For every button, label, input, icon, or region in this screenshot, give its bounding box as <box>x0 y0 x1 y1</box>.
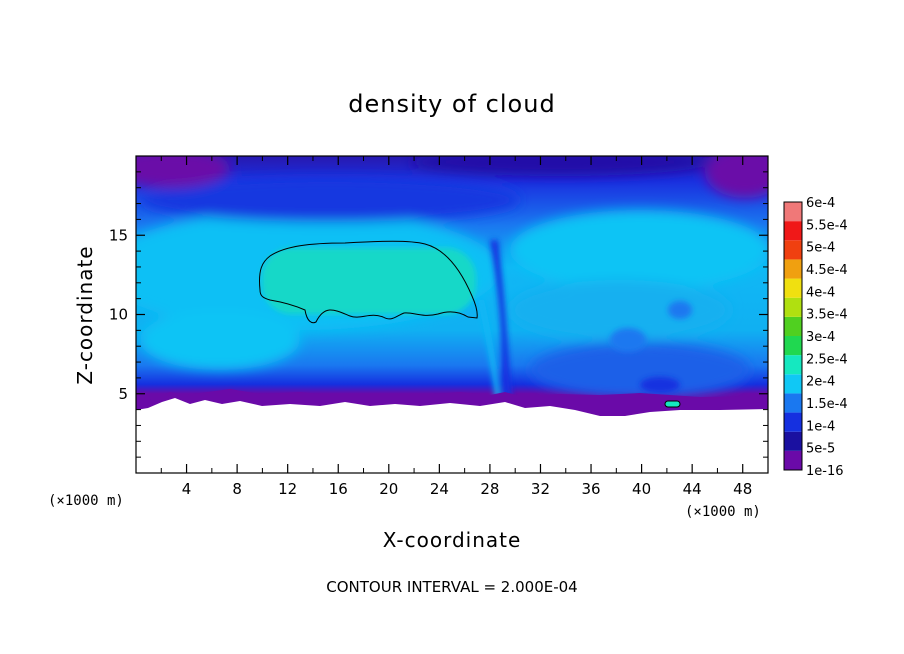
x-tick-label: 20 <box>379 480 398 498</box>
x-unit-label-right: (×1000 m) <box>685 504 761 520</box>
contour-interval-note: CONTOUR INTERVAL = 2.000E-04 <box>326 578 577 596</box>
heatmap-column-dark <box>490 240 512 400</box>
x-axis: 4 8 12 16 20 24 28 32 36 40 44 48 <box>160 156 752 498</box>
heatmap-cyan-mid-right <box>510 280 730 340</box>
x-tick-label: 36 <box>581 480 600 498</box>
colorbar-swatch <box>784 202 802 222</box>
colorbar-label: 3.5e-4 <box>806 308 848 323</box>
heatmap-empty-region <box>136 398 768 473</box>
colorbar-swatch <box>784 221 802 241</box>
colorbar-label: 3e-4 <box>806 330 835 345</box>
colorbar-swatch <box>784 431 802 451</box>
contour-line-2e-4 <box>259 240 478 324</box>
heatmap-purple-top-right <box>705 156 768 198</box>
colorbar-swatch <box>784 259 802 279</box>
x-tick-label: 28 <box>480 480 499 498</box>
small-contour-region <box>664 400 681 408</box>
x-unit-label-left: (×1000 m) <box>48 493 124 509</box>
heatmap-swirl-2 <box>668 301 692 319</box>
colorbar-swatch <box>784 355 802 375</box>
x-tick-label: 24 <box>430 480 449 498</box>
y-axis: 5 10 15 <box>109 171 768 458</box>
heatmap-cyan-upper-right <box>510 210 768 290</box>
y-axis-label: Z-coordinate <box>73 245 97 384</box>
colorbar-swatch <box>784 450 802 470</box>
x-tick-label: 40 <box>632 480 651 498</box>
heatmap-navy-top-mid <box>410 156 710 176</box>
colorbar-label: 5e-4 <box>806 241 835 256</box>
heatmap-swirl-3 <box>640 377 680 393</box>
heatmap-blue-band-left <box>140 178 520 222</box>
colorbar-label: 5.5e-4 <box>806 218 848 233</box>
y-tick-label: 15 <box>109 226 128 244</box>
colorbar-label: 2e-4 <box>806 375 835 390</box>
colorbar-swatch <box>784 336 802 356</box>
colorbar-swatch <box>784 297 802 317</box>
y-tick-label: 5 <box>118 385 128 403</box>
colorbar-swatch <box>784 393 802 413</box>
heatmap-column-light <box>478 300 500 398</box>
heatmap-cyan-left-lower <box>140 310 300 370</box>
x-tick-label: 8 <box>232 480 242 498</box>
colorbar-label: 2.5e-4 <box>806 352 848 367</box>
colorbar-swatch <box>784 412 802 432</box>
x-tick-label: 12 <box>278 480 297 498</box>
colorbar-swatch <box>784 316 802 336</box>
colorbar-label: 4e-4 <box>806 285 835 300</box>
heatmap-cloud-core <box>262 248 476 314</box>
colorbar: 1e-16 5e-5 1e-4 1.5e-4 2e-4 2.5e-4 3e-4 3.5e-4 4… <box>783 196 848 479</box>
plot-area <box>136 156 768 473</box>
x-tick-label: 44 <box>683 480 702 498</box>
colorbar-label: 1.5e-4 <box>806 397 848 412</box>
x-tick-label: 32 <box>531 480 550 498</box>
x-tick-label: 48 <box>733 480 752 498</box>
x-axis-label: X-coordinate <box>383 528 522 552</box>
colorbar-frame <box>783 201 803 471</box>
heatmap-purple-top-left <box>136 156 230 188</box>
y-tick-label: 10 <box>109 306 128 324</box>
x-tick-label: 16 <box>329 480 348 498</box>
colorbar-label: 4.5e-4 <box>806 263 848 278</box>
colorbar-swatch <box>784 240 802 260</box>
colorbar-swatch <box>784 374 802 394</box>
chart-title: density of cloud <box>348 90 555 118</box>
heatmap-blue-lower-right <box>530 342 750 398</box>
x-tick-label: 4 <box>182 480 192 498</box>
colorbar-swatch <box>784 278 802 298</box>
colorbar-label: 6e-4 <box>806 196 835 211</box>
colorbar-label: 1e-4 <box>806 419 835 434</box>
colorbar-label: 1e-16 <box>806 464 844 479</box>
colorbar-label: 5e-5 <box>806 442 835 457</box>
heatmap-swirl-1 <box>610 328 646 352</box>
